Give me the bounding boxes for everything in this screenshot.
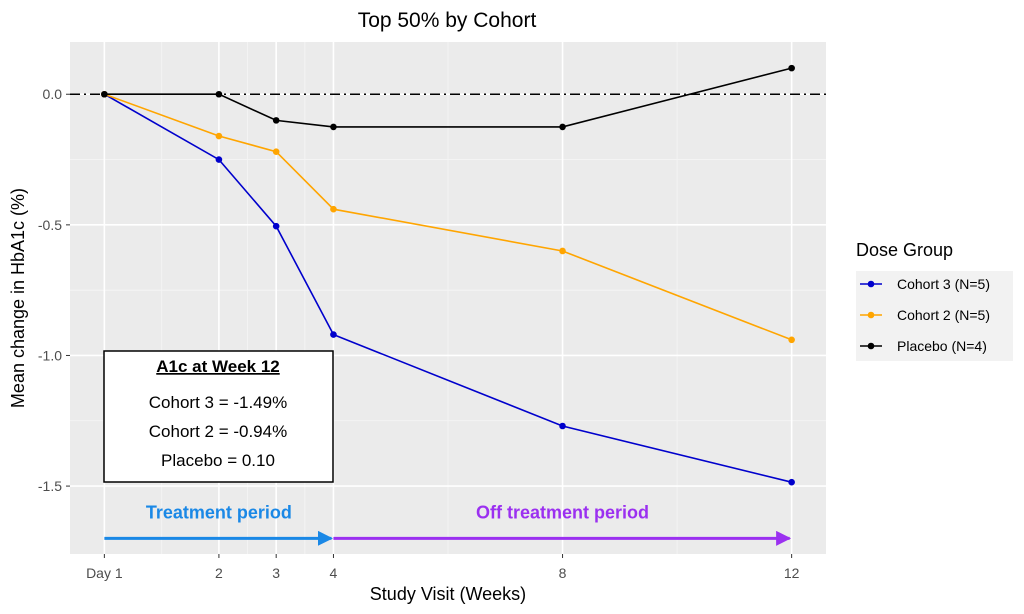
legend-label: Placebo (N=4) [897,338,987,354]
x-tick-label: 4 [330,565,338,581]
legend: Dose Group Cohort 3 (N=5) Cohort 2 (N=5) P… [856,240,1013,361]
series-2-point [272,148,280,156]
legend-key-point [867,342,875,350]
y-axis-title: Mean change in HbA1c (%) [8,188,28,408]
series-2-point [330,205,337,213]
x-tick-label: 2 [215,565,223,581]
series-2-point [215,132,223,140]
series-3-line [104,67,792,128]
legend-key-background [856,271,1013,361]
series-3-point [330,123,337,131]
x-tick-label: 8 [559,565,567,581]
annotation-box-title: A1c at Week 12 [156,357,279,376]
week12-annotation-box: A1c at Week 12 Cohort 3 = -1.49% Cohort … [103,350,334,483]
series-1-point [215,156,223,163]
treatment-period-label: Treatment period [146,502,292,522]
annotation-box-frame [103,350,334,483]
series-1-line [104,93,792,483]
period-arrows: Treatment period Off treatment period [104,502,792,546]
x-tick-label: 3 [272,565,280,581]
series-1-point [559,422,566,430]
series-1-point [330,331,337,338]
y-tick-label: -1.0 [38,347,62,363]
series-layer [101,64,795,486]
series-1-point [272,222,280,230]
chart-title: Top 50% by Cohort [358,9,537,32]
series-3-point [788,64,795,72]
x-axis-title: Study Visit (Weeks) [370,584,526,604]
off-treatment-period-label: Off treatment period [476,502,649,522]
x-axis-ticks: Day 1 2 3 4 8 12 [86,554,800,581]
y-axis-ticks: 0.0 -0.5 -1.0 -1.5 [38,86,70,494]
x-tick-label: Day 1 [86,565,123,581]
y-tick-label: -1.5 [38,478,62,494]
legend-label: Cohort 2 (N=5) [897,307,990,323]
series-3-point [101,90,108,98]
series-3-point [215,90,223,98]
series-3-point [559,123,566,131]
legend-key-point [867,311,875,319]
x-tick-label: 12 [784,565,800,581]
series-2-line [104,93,792,341]
series-3-point [272,117,280,124]
annotation-line-cohort3: Cohort 3 = -1.49% [149,393,287,412]
legend-label: Cohort 3 (N=5) [897,276,990,292]
legend-title: Dose Group [856,240,953,260]
legend-key-point [867,280,875,288]
series-1-point [788,478,795,486]
annotation-line-cohort2: Cohort 2 = -0.94% [149,422,287,441]
y-tick-label: -0.5 [38,217,62,233]
series-2-point [788,336,795,344]
y-tick-label: 0.0 [43,86,63,102]
annotation-line-placebo: Placebo = 0.10 [161,451,275,470]
series-2-point [559,247,566,255]
